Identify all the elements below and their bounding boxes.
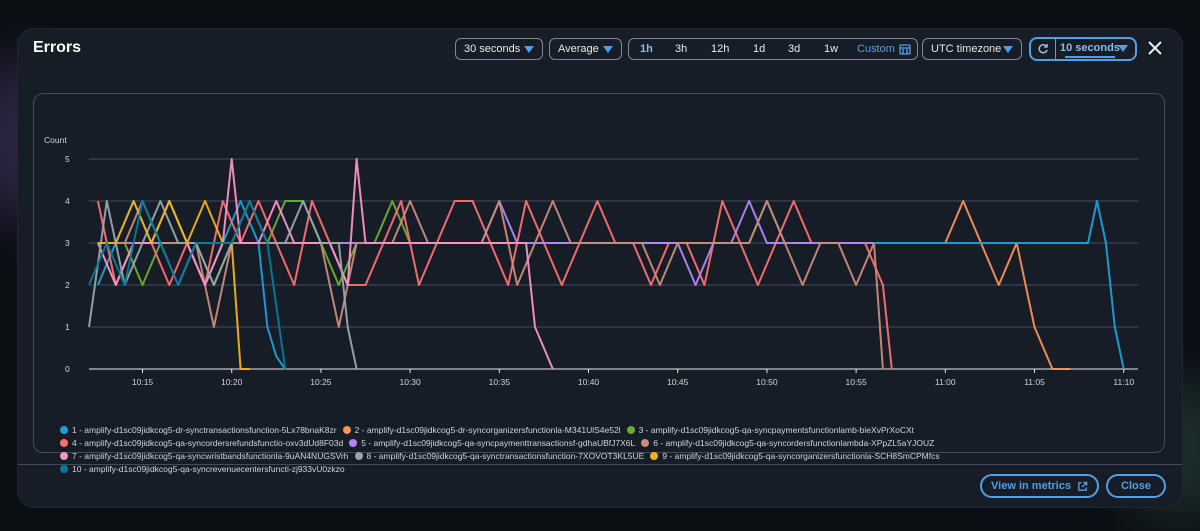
- refresh-icon: [1038, 44, 1048, 54]
- legend-swatch: [641, 438, 650, 447]
- range-1h[interactable]: 1h: [640, 43, 653, 55]
- legend-label: 8 - amplify-d1sc09jidkcog5-qa-synctransa…: [366, 450, 645, 461]
- x-tick-label: 10:25: [310, 377, 332, 387]
- y-tick-label: 0: [65, 364, 70, 374]
- legend-label: 7 - amplify-d1sc09jidkcog5-qa-syncwristb…: [72, 450, 349, 461]
- legend-item[interactable]: 7 - amplify-d1sc09jidkcog5-qa-syncwristb…: [60, 451, 349, 461]
- period-value: 30 seconds: [464, 43, 521, 55]
- x-tick-label: 10:55: [845, 377, 867, 387]
- caret-down-icon: [1118, 45, 1128, 52]
- range-3h[interactable]: 3h: [675, 43, 688, 55]
- legend-label: 5 - amplify-d1sc09jidkcog5-qa-syncpaymen…: [361, 437, 636, 448]
- errors-line-chart: Count 0 1 2 3 4 5 10:15 10:20 10:25 10:30 10:35 10…: [44, 135, 1138, 387]
- range-1d[interactable]: 1d: [753, 43, 766, 55]
- legend-item[interactable]: 3 - amplify-d1sc09jidkcog5-qa-syncpaymen…: [626, 424, 915, 435]
- legend-row: 4 - amplify-d1sc09jidkcog5-qa-syncorders…: [60, 436, 1170, 449]
- view-in-metrics-label: View in metrics: [991, 480, 1071, 492]
- refresh-button[interactable]: [1031, 39, 1056, 59]
- range-custom[interactable]: Custom: [857, 43, 895, 55]
- legend-label: 9 - amplify-d1sc09jidkcog5-qa-syncorgani…: [662, 450, 940, 461]
- y-tick-label: 5: [65, 154, 70, 164]
- close-button[interactable]: Close: [1106, 474, 1166, 498]
- legend-item[interactable]: 10 - amplify-d1sc09jidkcog5-qa-syncreven…: [60, 464, 345, 474]
- legend-row: 1 - amplify-d1sc09jidkcog5-dr-synctransa…: [60, 423, 1170, 436]
- x-tick-label: 11:00: [935, 377, 956, 387]
- range-3d[interactable]: 3d: [788, 43, 801, 55]
- series-line-9: [97, 200, 250, 370]
- caret-down-icon: [603, 45, 613, 53]
- legend-swatch: [60, 464, 68, 473]
- x-tick-label: 10:15: [132, 377, 154, 387]
- close-label: Close: [1121, 480, 1151, 492]
- modal-title: Errors: [33, 39, 82, 56]
- errors-modal: Errors 30 seconds Average 1h 3h 12h 1d 3…: [18, 29, 1182, 507]
- footer-divider: [18, 464, 1182, 465]
- legend-item[interactable]: 8 - amplify-d1sc09jidkcog5-qa-synctransa…: [354, 450, 645, 461]
- legend-swatch: [626, 425, 635, 434]
- legend-item[interactable]: 6 - amplify-d1sc09jidkcog5-qa-syncorders…: [641, 438, 934, 448]
- legend-label: 6 - amplify-d1sc09jidkcog5-qa-syncorders…: [653, 437, 935, 448]
- legend-swatch: [650, 451, 659, 460]
- legend-label: 1 - amplify-d1sc09jidkcog5-dr-synctransa…: [72, 424, 337, 435]
- series-line-11: [874, 200, 1125, 370]
- time-range-selector: 1h 3h 12h 1d 3d 1w Custom: [628, 38, 918, 60]
- refresh-interval-select[interactable]: 10 seconds: [1060, 42, 1120, 54]
- series-line-6: [106, 200, 884, 370]
- external-link-icon: [1078, 481, 1088, 491]
- legend-swatch: [342, 425, 351, 434]
- calendar-icon[interactable]: [899, 43, 911, 55]
- legend-row: 10 - amplify-d1sc09jidkcog5-qa-syncreven…: [60, 462, 1170, 475]
- x-tick-label: 10:30: [399, 377, 421, 387]
- refresh-control: 10 seconds: [1029, 37, 1137, 61]
- legend-label: 4 - amplify-d1sc09jidkcog5-qa-syncorders…: [72, 437, 344, 448]
- x-tick-label: 11:05: [1024, 377, 1045, 387]
- series-line-10: [88, 200, 287, 370]
- legend-item[interactable]: 9 - amplify-d1sc09jidkcog5-qa-syncorgani…: [650, 450, 940, 461]
- chart-legend: 1 - amplify-d1sc09jidkcog5-dr-synctransa…: [60, 423, 1170, 475]
- legend-label: 3 - amplify-d1sc09jidkcog5-qa-syncpaymen…: [638, 424, 915, 435]
- legend-swatch: [60, 425, 68, 434]
- legend-label: 10 - amplify-d1sc09jidkcog5-qa-syncreven…: [72, 463, 345, 474]
- x-tick-label: 10:50: [756, 377, 778, 387]
- caret-down-icon: [1003, 45, 1013, 53]
- statistic-select[interactable]: Average: [549, 38, 622, 60]
- refresh-progress: [1065, 56, 1115, 58]
- legend-label: 2 - amplify-d1sc09jidkcog5-dr-syncorgani…: [354, 424, 621, 435]
- view-in-metrics-button[interactable]: View in metrics: [980, 474, 1099, 498]
- x-tick-label: 10:45: [667, 377, 689, 387]
- y-tick-label: 1: [65, 322, 70, 332]
- legend-item[interactable]: 5 - amplify-d1sc09jidkcog5-qa-syncpaymen…: [349, 438, 635, 448]
- x-tick-label: 10:20: [221, 377, 243, 387]
- series-line-4: [96, 200, 893, 370]
- timezone-value: UTC timezone: [931, 43, 1002, 55]
- period-select[interactable]: 30 seconds: [455, 38, 543, 60]
- range-1w[interactable]: 1w: [824, 43, 839, 55]
- y-tick-label: 4: [65, 196, 70, 206]
- x-tick-label: 11:10: [1113, 377, 1134, 387]
- legend-item[interactable]: 1 - amplify-d1sc09jidkcog5-dr-synctransa…: [60, 425, 337, 435]
- statistic-value: Average: [558, 43, 599, 55]
- chart-container: Count 0 1 2 3 4 5 10:15 10:20 10:25 10:30 10:35 10…: [33, 93, 1165, 453]
- timezone-select[interactable]: UTC timezone: [922, 38, 1022, 60]
- legend-swatch: [60, 451, 68, 460]
- legend-swatch: [354, 451, 363, 460]
- legend-swatch: [349, 438, 358, 447]
- y-tick-label: 2: [65, 280, 70, 290]
- y-tick-label: 3: [65, 238, 70, 248]
- y-axis-label: Count: [44, 135, 67, 145]
- caret-down-icon: [524, 45, 534, 53]
- legend-item[interactable]: 2 - amplify-d1sc09jidkcog5-dr-syncorgani…: [342, 424, 621, 435]
- legend-swatch: [60, 438, 68, 447]
- legend-item[interactable]: 4 - amplify-d1sc09jidkcog5-qa-syncorders…: [60, 438, 343, 448]
- x-tick-label: 10:35: [489, 377, 511, 387]
- x-tick-label: 10:40: [578, 377, 600, 387]
- range-12h[interactable]: 12h: [711, 43, 730, 55]
- legend-row: 7 - amplify-d1sc09jidkcog5-qa-syncwristb…: [60, 449, 1170, 462]
- close-icon[interactable]: [1147, 40, 1163, 56]
